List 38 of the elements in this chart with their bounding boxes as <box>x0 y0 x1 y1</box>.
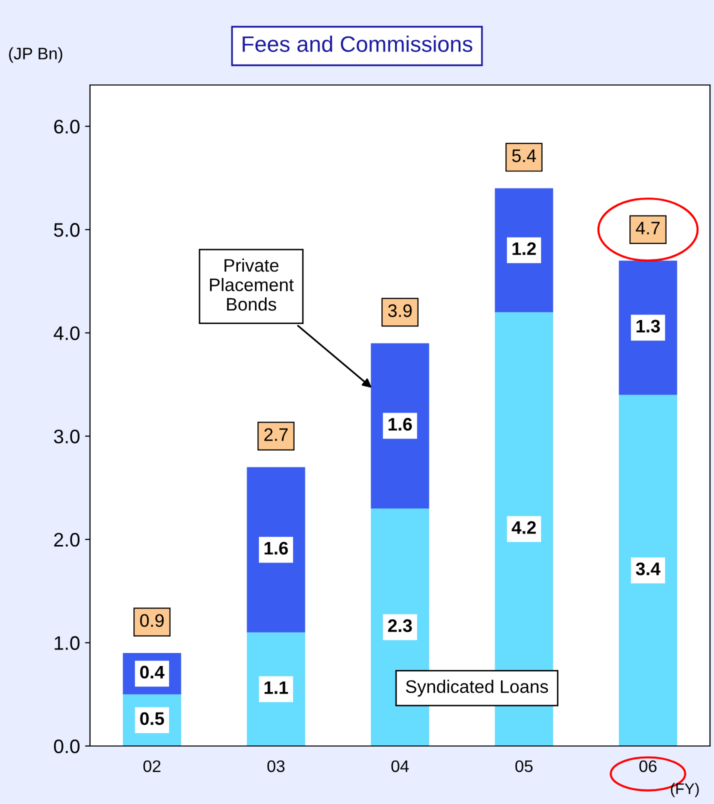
x-tick-label: 05 <box>515 760 533 772</box>
y-axis-title: (JP Bn) <box>9 47 62 63</box>
data-label: 0.4 <box>140 666 164 679</box>
bar <box>618 260 678 395</box>
total-label: 2.7 <box>264 428 288 441</box>
bar <box>246 632 306 746</box>
data-label: 0.5 <box>140 712 164 726</box>
data-label: 1.3 <box>636 320 660 333</box>
x-tick-label: 04 <box>391 760 409 772</box>
chart-title: Fees and Commissions <box>242 36 472 52</box>
y-tick-label: 4.0 <box>54 326 80 340</box>
text: Private Placement Bonds <box>210 258 294 311</box>
series-label: Syndicated Loans <box>406 680 548 697</box>
y-tick-label: 6.0 <box>54 120 80 134</box>
x-axis-title: (FY) <box>670 782 699 798</box>
data-label: 1.2 <box>512 242 536 255</box>
x-tick-label: 02 <box>143 760 160 772</box>
total-label: 0.9 <box>140 614 164 627</box>
data-label: 2.3 <box>388 619 412 632</box>
bar <box>370 343 430 508</box>
y-tick-label: 2.0 <box>54 532 80 547</box>
bar <box>618 394 678 746</box>
x-tick-label: 06 <box>639 760 657 772</box>
data-label: 1.1 <box>264 681 288 694</box>
bar <box>494 188 554 312</box>
bar <box>246 467 306 632</box>
data-label: 4.2 <box>512 521 536 534</box>
data-label: 3.4 <box>636 562 660 576</box>
data-label: 1.6 <box>388 418 412 431</box>
y-tick-label: 5.0 <box>54 223 80 237</box>
total-label: 3.9 <box>388 304 412 318</box>
x-tick-label: 03 <box>267 760 285 772</box>
data-label: 1.6 <box>264 542 288 555</box>
y-tick-label: 1.0 <box>54 636 80 650</box>
total-label: 5.4 <box>512 150 536 162</box>
total-label: 4.7 <box>636 222 660 234</box>
y-tick-label: 3.0 <box>54 430 80 444</box>
y-tick-label: 0.0 <box>54 739 80 754</box>
